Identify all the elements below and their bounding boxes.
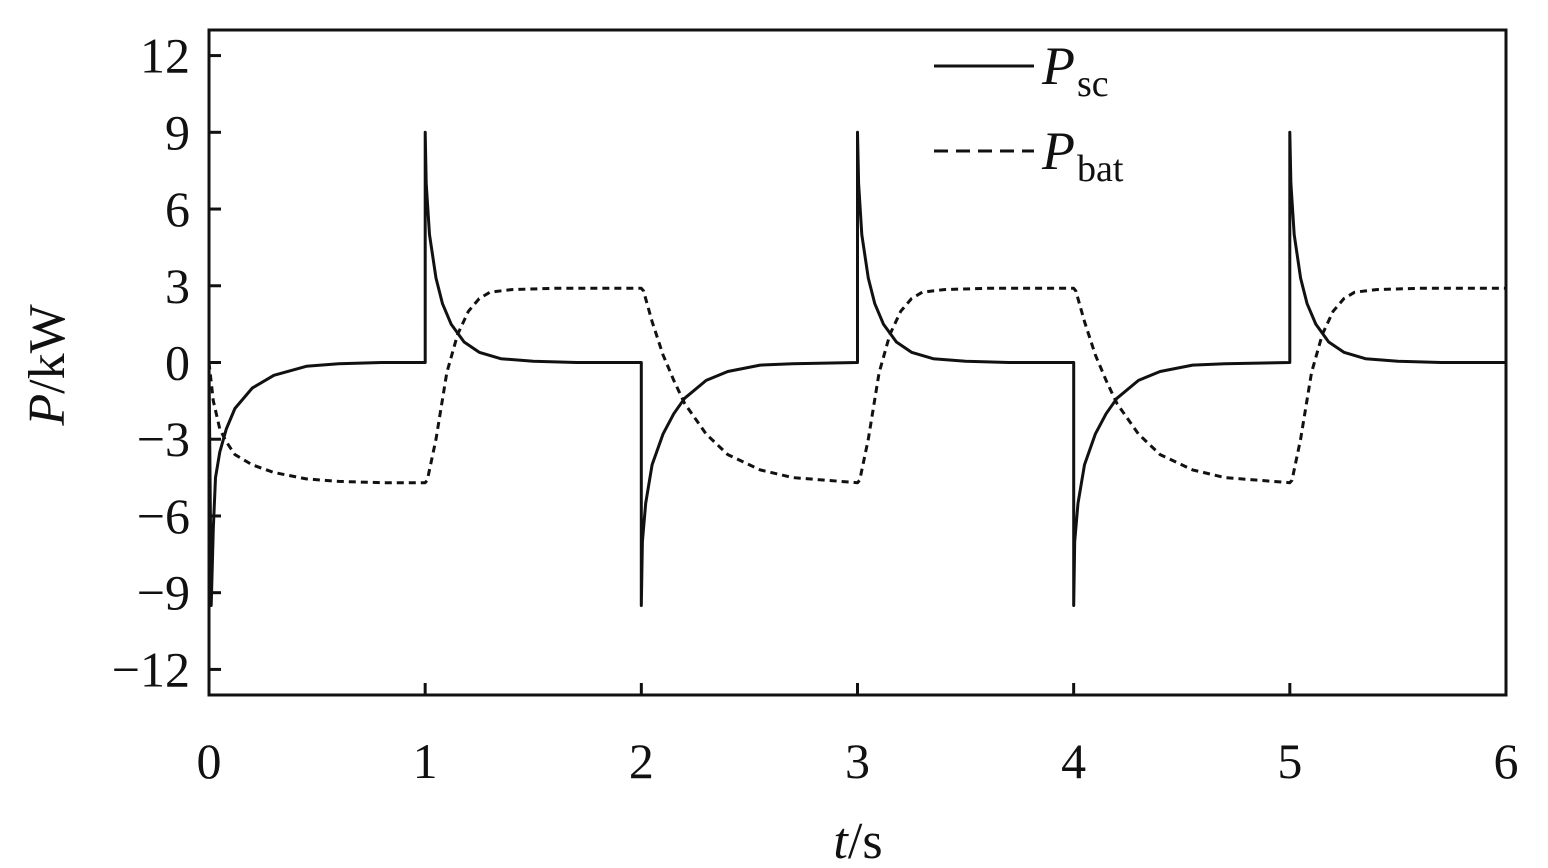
y-tick-label: 6 (165, 181, 190, 237)
y-ticks: 12 9 6 3 0 −3 −6 −9 −12 (112, 28, 221, 697)
y-axis-title: P/kW (19, 304, 76, 426)
y-tick-label: −3 (137, 411, 190, 467)
series-line-p-bat (207, 286, 1506, 485)
y-tick-label: −12 (112, 641, 190, 697)
legend-label-p-bat: Pbat (1041, 121, 1124, 190)
x-tick-label: 1 (413, 733, 438, 789)
y-tick-label: −6 (137, 488, 190, 544)
x-tick-label: 5 (1277, 733, 1302, 789)
y-tick-label: 3 (165, 258, 190, 314)
y-tick-label: 12 (140, 28, 190, 84)
y-tick-label: −9 (137, 565, 190, 621)
x-ticks: 0 1 2 3 4 5 6 (197, 683, 1519, 789)
y-tick-label: 0 (165, 335, 190, 391)
series-line-p-sc (207, 130, 1506, 607)
x-tick-label: 6 (1494, 733, 1519, 789)
x-axis-title: t/s (833, 813, 882, 868)
x-tick-label: 4 (1061, 733, 1086, 789)
y-tick-label: 9 (165, 104, 190, 160)
legend: Psc Pbat (934, 36, 1124, 190)
x-tick-label: 3 (845, 733, 870, 789)
x-tick-label: 0 (197, 733, 222, 789)
series-layer (207, 130, 1506, 607)
x-tick-label: 2 (629, 733, 654, 789)
legend-label-p-sc: Psc (1041, 36, 1109, 105)
